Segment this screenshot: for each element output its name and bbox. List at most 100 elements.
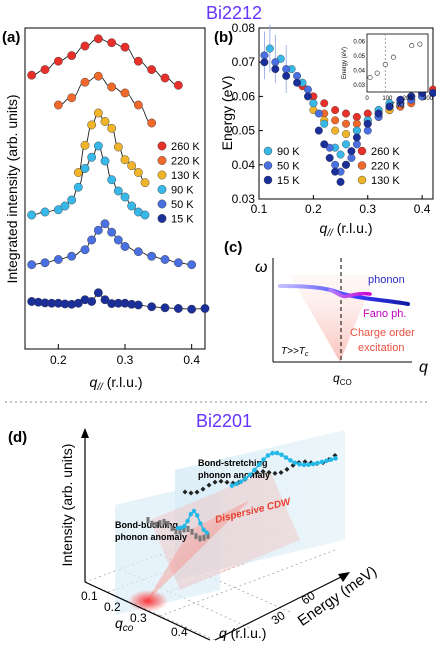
panel-d-cyan-point xyxy=(288,458,293,463)
panel-d-qaxis xyxy=(84,581,211,641)
panel-b-ytick-label: 0.04 xyxy=(232,158,256,172)
panel-a-point-T130 xyxy=(107,123,117,133)
panel-d-cyan-point xyxy=(279,452,284,458)
panel-d-black-point xyxy=(212,479,218,485)
panel-b-point-T260 xyxy=(363,109,372,118)
panel-b-point-T15 xyxy=(342,160,350,169)
panel-d-zaxis-arrow xyxy=(81,428,89,438)
panel-b-point-T15 xyxy=(352,133,361,142)
panel-d-eaxis-arrow xyxy=(338,572,350,582)
panel-d-cyan-point-front xyxy=(191,508,197,514)
panel-d-qtick-label: 0.1 xyxy=(81,589,98,603)
panel-d-black-point xyxy=(260,469,266,475)
panel-b-legend-label: 15 K xyxy=(277,175,300,187)
panel-a-point-T50 xyxy=(93,225,103,235)
panel-b-point-T15 xyxy=(429,89,436,97)
panel-b-point-T50 xyxy=(363,126,372,135)
panel-d-cyan-point-front xyxy=(185,518,190,524)
panel-b-point-T220 xyxy=(342,119,350,128)
panel-a-point-T130 xyxy=(140,178,150,188)
panel-b-legend-marker xyxy=(357,161,367,170)
panel-d-eaxis xyxy=(214,574,346,641)
panel-b-point-T15 xyxy=(331,167,340,176)
panel-a-xtick-label: 0.2 xyxy=(50,353,67,367)
panel-a-point-T50 xyxy=(80,245,90,255)
panel-a-fit-T50 xyxy=(31,223,192,266)
panel-a-point-T130 xyxy=(80,140,90,150)
panel-a-point-T220 xyxy=(93,71,103,81)
panel-b-legend-marker xyxy=(357,175,367,185)
panel-b-inset-point xyxy=(382,61,388,67)
panel-a-point-T90 xyxy=(27,210,37,220)
panel-d-cyan-point xyxy=(274,450,280,456)
panel-b-point-T130 xyxy=(331,126,340,135)
panel-d-gray-point xyxy=(154,521,158,528)
panel-c-ylabel: ω xyxy=(255,259,267,276)
panel-a-xtick-label: 0.4 xyxy=(183,353,200,367)
panel-a-point-T90 xyxy=(87,152,97,162)
panel-d-gray-point xyxy=(186,526,190,532)
panel-d-cyan-point xyxy=(319,459,325,465)
panel-a-point-T50 xyxy=(40,258,50,268)
panel-a-point-T260 xyxy=(40,65,50,75)
panel-d-black-point xyxy=(206,482,212,488)
panel-d-gray-point xyxy=(150,520,154,527)
panel-d-stretch-label-2: phonon anomaly xyxy=(198,470,270,480)
panel-d-cyan-point xyxy=(292,460,298,466)
panel-c-xlabel: q xyxy=(419,359,428,376)
panel-a-point-T50 xyxy=(133,247,143,257)
panel-a-point-T90 xyxy=(127,201,137,211)
panel-b-legend-marker xyxy=(263,175,273,185)
panel-d-black-point xyxy=(284,466,290,472)
panel-a-legend-marker xyxy=(157,170,167,180)
panel-a-point-T130 xyxy=(133,168,143,177)
panel-b-xtick-label: 0.1 xyxy=(251,202,268,216)
panel-d-gray-point xyxy=(202,534,206,541)
panel-d-gray-point xyxy=(146,517,150,523)
panel-d-buck-label-2: phonon anomaly xyxy=(115,532,187,542)
panel-a-point-T50 xyxy=(120,242,130,251)
panel-d-gray-point xyxy=(190,528,194,535)
panel-b-point-T15 xyxy=(282,71,291,80)
panel-d-buck-label-1: Bond-buckling xyxy=(115,520,178,530)
panel-b-point-T15 xyxy=(396,95,405,104)
panel-d-cyan-point-front xyxy=(175,525,181,531)
panel-label-b: (b) xyxy=(214,29,233,46)
panel-b-inset-point xyxy=(374,70,380,76)
panel-a-point-T50 xyxy=(147,251,157,261)
panel-c-qco-tick: qCO xyxy=(333,371,352,387)
panel-b-inset-xtick-label: 200 xyxy=(403,96,414,102)
panel-a-fit-T260 xyxy=(31,38,179,86)
panel-a-legend-marker xyxy=(157,156,167,165)
panel-b-point-T130 xyxy=(342,130,350,138)
panel-a-point-T90 xyxy=(53,205,63,215)
panel-d-plane-front xyxy=(115,480,220,615)
panel-b-point-T15 xyxy=(293,78,302,87)
panel-b-inset-ylabel: Energy (eV) xyxy=(342,47,348,79)
panel-a-point-T260 xyxy=(80,41,90,51)
panel-d-gray-point xyxy=(178,528,182,535)
panel-d-black-point xyxy=(224,479,230,485)
panel-b-point-T15 xyxy=(271,65,280,74)
panel-d-cyan-point xyxy=(283,455,289,460)
panel-d-black-point xyxy=(200,486,206,492)
panel-a-point-T220 xyxy=(120,88,130,98)
panel-a-point-T130 xyxy=(113,142,123,152)
panel-d-cyan-point-front xyxy=(198,521,203,526)
panel-a-point-T130 xyxy=(93,108,103,118)
panel-d-cyan-point xyxy=(270,450,275,456)
panel-d-black-point xyxy=(266,470,272,476)
panel-b-point-T15 xyxy=(260,58,269,67)
panel-a-ylabel: Integrated intensity (arb. units) xyxy=(4,94,20,283)
panel-b-inset-point xyxy=(390,54,396,60)
panel-a-point-T260 xyxy=(120,42,130,52)
panel-a-point-T15 xyxy=(173,304,183,313)
panel-c-fano-label: Fano ph. xyxy=(363,308,406,320)
panel-a-point-T260 xyxy=(107,38,117,48)
title-bi2201: Bi2201 xyxy=(196,411,252,431)
panel-b-inset-ytick-label: 0.04 xyxy=(353,68,365,74)
panel-d-cyan-point xyxy=(328,457,334,462)
panel-d-cyan-point xyxy=(301,462,307,468)
panel-b-point-T50 xyxy=(347,153,356,162)
panel-b-inset-point xyxy=(409,43,415,49)
